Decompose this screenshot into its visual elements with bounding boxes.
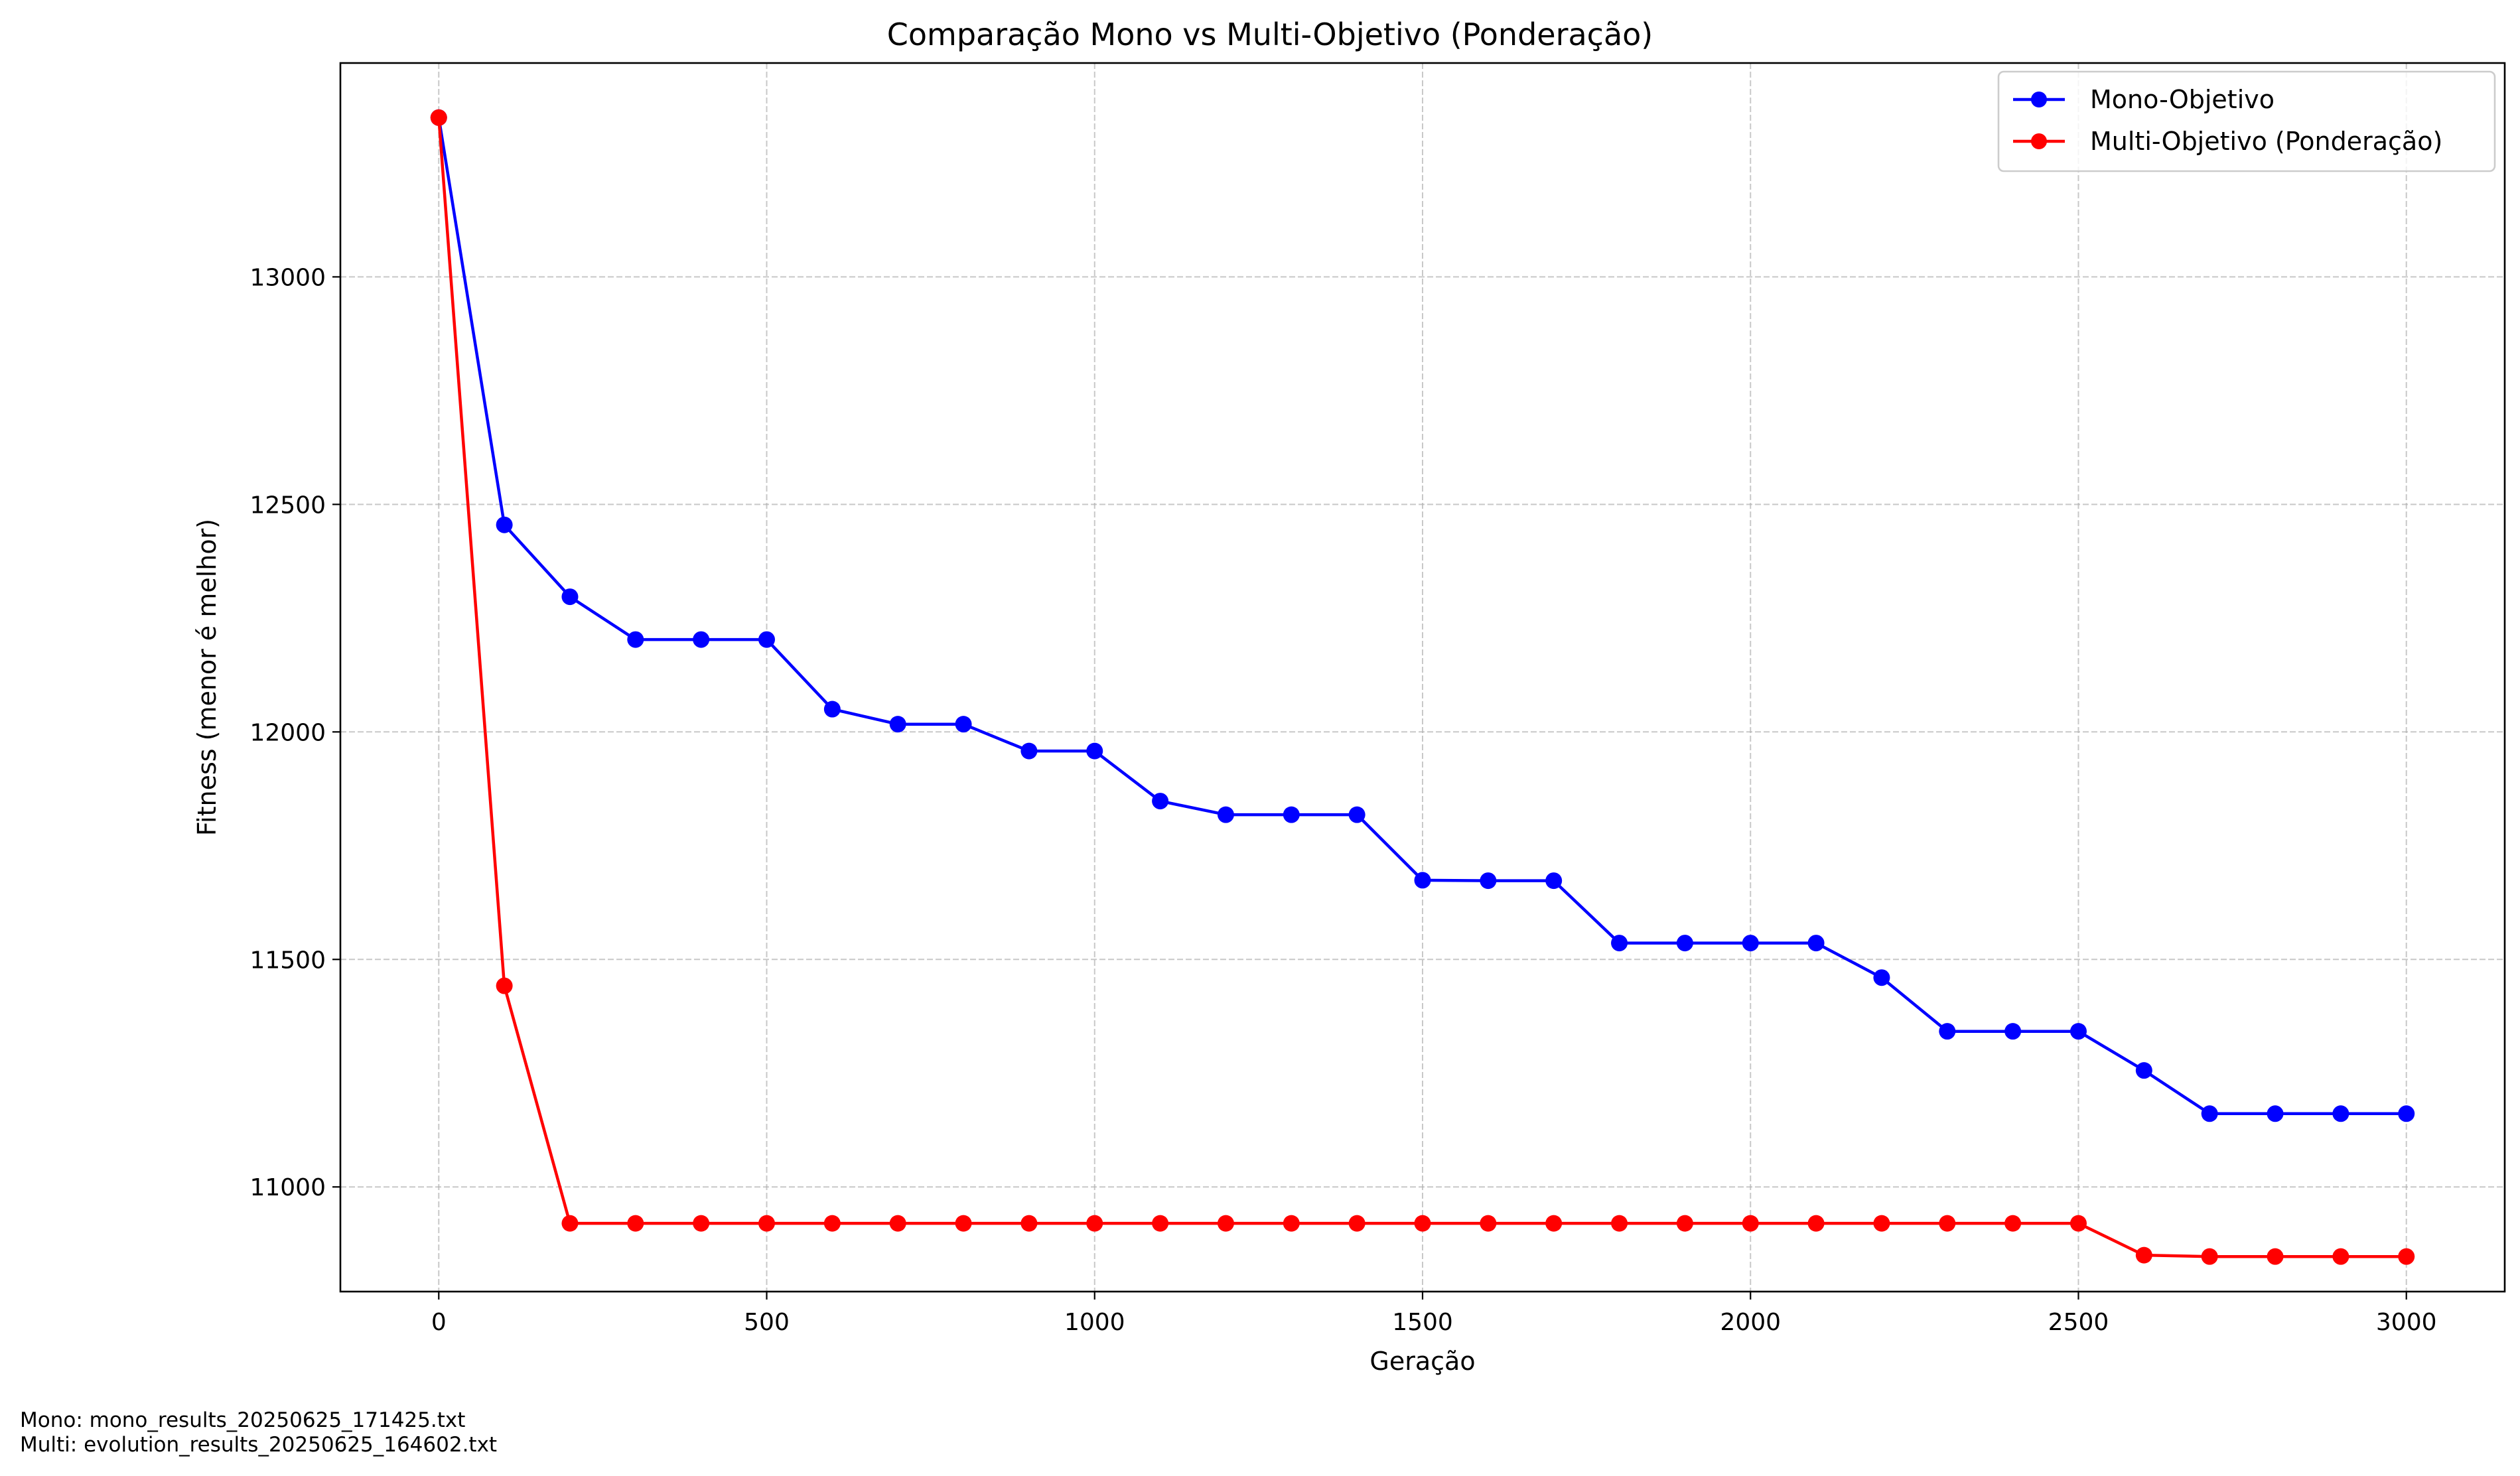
grid-lines — [340, 63, 2505, 1292]
source-note-mono: Mono: mono_results_20250625_171425.txt — [20, 1408, 465, 1432]
axis-ticks: 0 500 1000 1500 2000 2500 3000 11000 11500 12000 1… — [249, 264, 2436, 1336]
data-point-multi — [2332, 1248, 2349, 1265]
x-tick-label: 1000 — [1064, 1309, 1125, 1336]
data-point-mono — [889, 716, 906, 733]
data-point-mono — [1414, 872, 1431, 889]
y-tick-label: 11500 — [249, 947, 326, 974]
y-tick-label: 12500 — [249, 492, 326, 519]
data-point-multi — [627, 1215, 644, 1232]
data-point-multi — [2069, 1215, 2087, 1232]
y-tick-label: 13000 — [249, 264, 326, 291]
data-point-multi — [1939, 1215, 1956, 1232]
data-point-mono — [1086, 742, 1103, 760]
data-point-mono — [1348, 806, 1365, 823]
data-point-multi — [823, 1215, 841, 1232]
x-tick-label: 2000 — [1720, 1309, 1781, 1336]
data-point-mono — [1545, 872, 1563, 890]
data-point-multi — [1283, 1215, 1300, 1232]
data-point-multi — [1152, 1215, 1169, 1232]
y-tick-label: 12000 — [249, 719, 326, 746]
data-point-mono — [1217, 806, 1234, 823]
chart-title: Comparação Mono vs Multi-Objetivo (Ponde… — [887, 17, 1653, 52]
data-point-mono — [2398, 1105, 2415, 1122]
data-point-multi — [496, 977, 513, 994]
data-point-multi — [2135, 1246, 2152, 1264]
data-point-mono — [1611, 935, 1628, 952]
legend-label-mono: Mono-Objetivo — [2090, 85, 2275, 114]
y-tick-label: 11000 — [249, 1174, 326, 1201]
data-point-multi — [2398, 1248, 2415, 1265]
data-point-multi — [2201, 1248, 2218, 1265]
data-point-multi — [1020, 1215, 1038, 1232]
data-point-mono — [2201, 1105, 2218, 1122]
data-point-multi — [1414, 1215, 1431, 1232]
data-point-mono — [758, 631, 776, 648]
data-point-multi — [1807, 1215, 1825, 1232]
x-tick-label: 2500 — [2048, 1309, 2109, 1336]
data-point-multi — [561, 1215, 579, 1232]
series-layer — [430, 109, 2415, 1265]
data-point-multi — [1873, 1215, 1890, 1232]
data-point-mono — [1939, 1023, 1956, 1040]
source-note-multi: Multi: evolution_results_20250625_164602… — [20, 1433, 497, 1457]
legend-box — [1997, 70, 2496, 172]
data-point-multi — [1480, 1215, 1497, 1232]
data-point-mono — [2332, 1105, 2349, 1122]
data-point-mono — [1480, 872, 1497, 890]
data-point-multi — [955, 1215, 972, 1232]
y-axis-label: Fitness (menor é melhor) — [192, 519, 222, 836]
data-point-multi — [1676, 1215, 1693, 1232]
data-point-multi — [2267, 1248, 2284, 1265]
data-point-mono — [2004, 1023, 2022, 1040]
data-point-mono — [693, 631, 710, 648]
data-point-mono — [561, 588, 579, 606]
data-point-mono — [1676, 935, 1693, 952]
data-point-mono — [1152, 793, 1169, 810]
data-point-mono — [823, 701, 841, 718]
data-point-mono — [496, 516, 513, 533]
data-point-mono — [1807, 935, 1825, 952]
data-point-multi — [1611, 1215, 1628, 1232]
data-point-mono — [627, 631, 644, 648]
legend-item-multi: Multi-Objetivo (Ponderação) — [2013, 127, 2442, 156]
legend-marker-mono — [2031, 92, 2047, 107]
x-tick-label: 1500 — [1392, 1309, 1453, 1336]
legend-marker-multi — [2031, 133, 2047, 149]
data-point-multi — [758, 1215, 776, 1232]
x-tick-label: 3000 — [2376, 1309, 2437, 1336]
data-point-multi — [1086, 1215, 1103, 1232]
data-point-mono — [1873, 969, 1890, 986]
series-multi — [430, 109, 2415, 1265]
x-tick-label: 0 — [431, 1309, 447, 1336]
legend: Mono-Objetivo Multi-Objetivo (Ponderação… — [1997, 70, 2496, 172]
data-point-multi — [889, 1215, 906, 1232]
x-axis-label: Geração — [1369, 1347, 1475, 1376]
data-point-multi — [1217, 1215, 1234, 1232]
data-point-multi — [430, 109, 447, 126]
data-point-multi — [1348, 1215, 1365, 1232]
data-point-mono — [1742, 935, 1759, 952]
data-point-mono — [955, 716, 972, 733]
data-point-mono — [2267, 1105, 2284, 1122]
data-point-mono — [1283, 806, 1300, 823]
legend-item-mono: Mono-Objetivo — [2013, 85, 2275, 114]
data-point-mono — [2069, 1023, 2087, 1040]
data-point-multi — [1545, 1215, 1563, 1232]
data-point-multi — [693, 1215, 710, 1232]
legend-label-multi: Multi-Objetivo (Ponderação) — [2090, 127, 2442, 156]
data-point-mono — [2135, 1062, 2152, 1079]
data-point-multi — [2004, 1215, 2022, 1232]
data-point-mono — [1020, 742, 1038, 760]
data-point-multi — [1742, 1215, 1759, 1232]
x-tick-label: 500 — [744, 1309, 790, 1336]
